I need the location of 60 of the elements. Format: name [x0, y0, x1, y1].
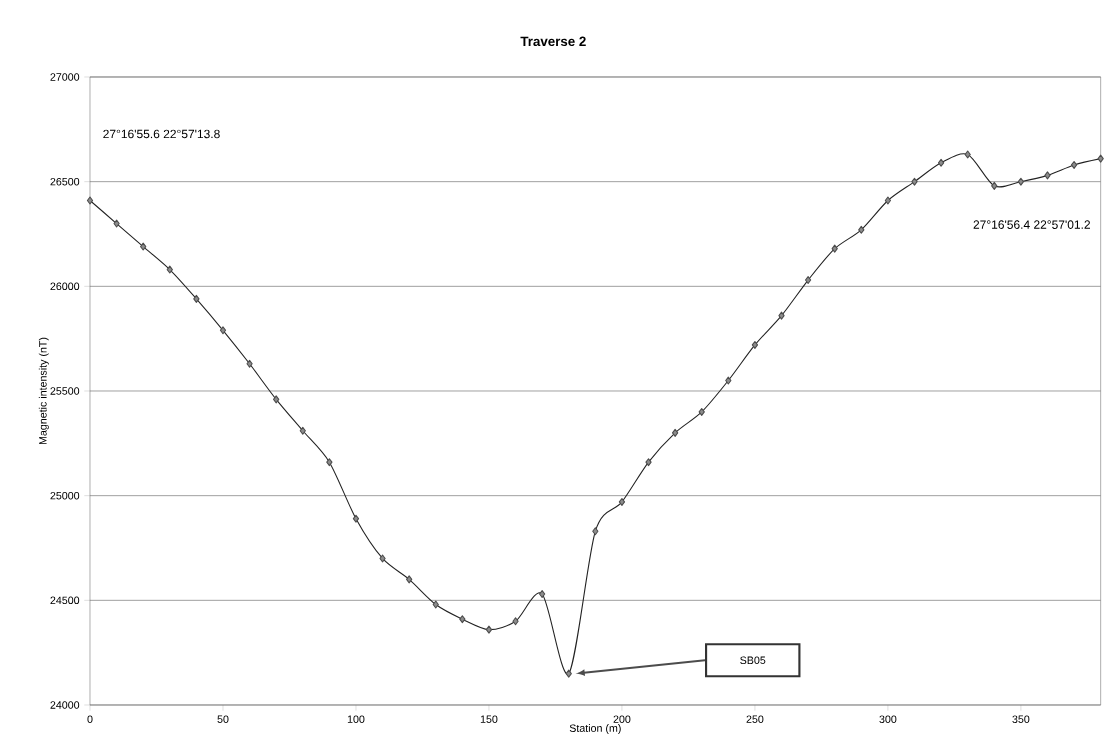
point: [751, 340, 759, 349]
point: [1070, 160, 1078, 169]
point: [831, 244, 838, 253]
x-tick-label: 150: [480, 715, 498, 723]
point: [778, 311, 785, 320]
point: [645, 457, 652, 466]
annotation: 27°16'56.4 22°57'01.2: [973, 220, 1090, 229]
x-tick-label: 350: [1012, 715, 1030, 723]
point: [485, 625, 493, 634]
point: [432, 600, 439, 609]
point: [937, 158, 945, 167]
y-tick-label: 26500: [50, 177, 80, 186]
point: [618, 497, 626, 506]
point: [352, 514, 360, 523]
point: [991, 181, 998, 190]
point: [113, 219, 120, 228]
y-axis-title: Magnetic intensity (nT): [38, 337, 49, 444]
point: [1017, 177, 1025, 186]
y-tick-label: 24000: [50, 700, 80, 709]
point: [1097, 154, 1104, 163]
point: [326, 457, 333, 466]
x-tick-label: 100: [347, 715, 365, 723]
point: [219, 326, 227, 335]
point: [964, 150, 971, 159]
point: [166, 265, 173, 274]
y-tick-label: 26000: [50, 282, 80, 290]
point: [406, 575, 413, 584]
x-tick-label: 50: [217, 715, 229, 723]
point: [379, 554, 386, 563]
point: [725, 376, 732, 385]
point: [592, 527, 599, 536]
annotation: 27°16'55.6 22°57'13.8: [103, 129, 220, 138]
x-axis-title: Station (m): [569, 723, 621, 734]
y-tick-label: 25500: [50, 386, 80, 395]
x-tick-label: 300: [879, 715, 897, 723]
point: [246, 359, 253, 368]
x-tick-label: 250: [746, 715, 764, 723]
point: [858, 225, 865, 234]
point: [299, 426, 306, 435]
y-tick-label: 25000: [50, 491, 80, 500]
point: [512, 617, 519, 626]
point: [539, 589, 546, 598]
point: [140, 242, 147, 251]
point: [698, 407, 705, 416]
point: [459, 614, 466, 623]
point: [884, 196, 892, 205]
point: [804, 275, 812, 284]
point: [273, 395, 280, 404]
annotation: SB05: [740, 656, 766, 664]
point: [86, 196, 94, 205]
point: [911, 177, 918, 186]
y-tick-label: 27000: [50, 72, 80, 81]
point: [671, 428, 679, 437]
point: [193, 294, 200, 303]
point: [1044, 171, 1051, 180]
chart-title: Traverse 2: [520, 36, 586, 46]
point: [565, 669, 572, 678]
x-tick-label: 0: [87, 715, 93, 723]
y-tick-label: 24500: [50, 596, 80, 604]
x-tick-label: 200: [613, 715, 631, 723]
